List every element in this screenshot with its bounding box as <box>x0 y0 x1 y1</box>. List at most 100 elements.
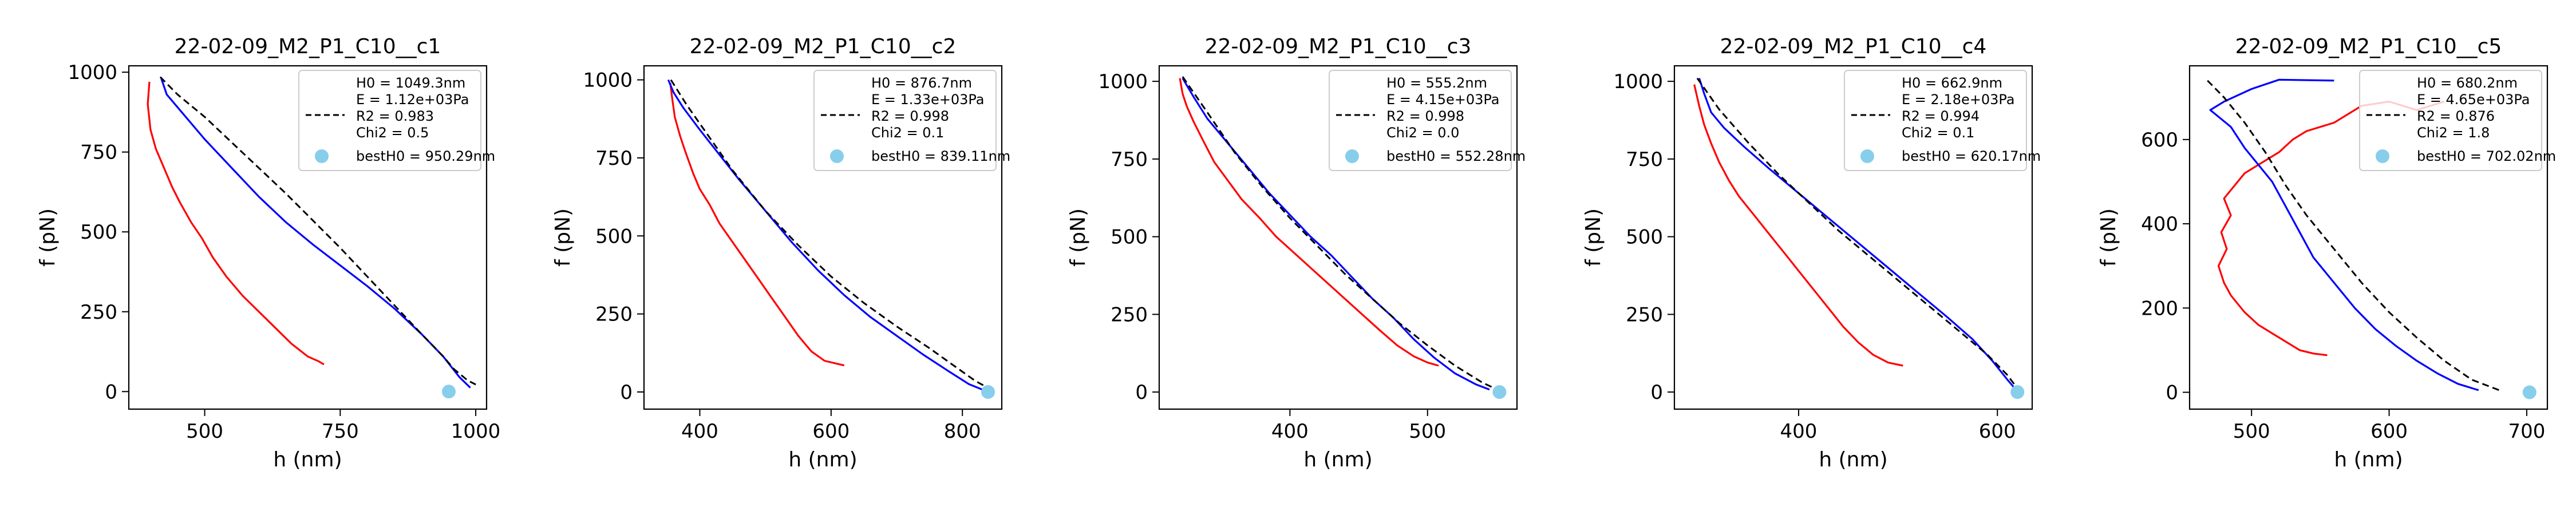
x-axis-label: h (nm) <box>273 448 342 472</box>
y-tick-label: 0 <box>2166 382 2178 405</box>
legend-entry-line: R2 = 0.876 <box>2417 108 2495 124</box>
chart-panel-1: 22-02-09_M2_P1_C10__c1 500 750 1000 0 250 500 7… <box>36 35 500 472</box>
chart-title: 22-02-09_M2_P1_C10__c3 <box>1205 35 1472 58</box>
x-tick-label: 500 <box>2233 420 2270 443</box>
legend-entry-line: Chi2 = 0.1 <box>1902 125 1974 141</box>
y-tick-label: 250 <box>1111 303 1148 326</box>
y-tick-label: 600 <box>2141 129 2178 152</box>
best-h0-marker <box>981 385 995 399</box>
axes-frame <box>1158 65 1518 410</box>
x-tick-label: 400 <box>681 420 718 443</box>
legend-entry-line: R2 = 0.994 <box>1902 108 1980 124</box>
approach-curve <box>160 78 471 389</box>
legend-box <box>1844 70 2027 171</box>
retract-curve <box>1179 78 1439 367</box>
x-tick-label: 800 <box>944 420 981 443</box>
y-tick-label: 0 <box>620 381 633 404</box>
y-tick-label: 250 <box>1626 303 1663 326</box>
retract-curve <box>2217 101 2445 356</box>
y-tick-label: 750 <box>1111 148 1148 171</box>
chart-title: 22-02-09_M2_P1_C10__c5 <box>2235 35 2502 58</box>
y-tick-label: 0 <box>105 381 117 403</box>
x-axis-label: h (nm) <box>788 448 857 472</box>
fit-curve <box>1182 76 1500 391</box>
y-axis-label: f (pN) <box>2097 208 2120 267</box>
legend-marker-swatch <box>830 149 844 163</box>
axes-frame <box>1673 65 2033 410</box>
approach-curve <box>667 79 983 391</box>
x-tick-label: 600 <box>812 420 850 443</box>
legend-box <box>1329 70 1512 171</box>
legend-box <box>2359 70 2542 171</box>
x-tick-label: 700 <box>2508 420 2545 443</box>
x-axis-label: h (nm) <box>1303 448 1372 472</box>
y-tick-label: 200 <box>2141 297 2178 320</box>
y-tick-label: 750 <box>80 141 117 164</box>
chart-title: 22-02-09_M2_P1_C10__c1 <box>175 35 441 58</box>
legend-entry-line: H0 = 680.2nm <box>2417 75 2518 91</box>
y-tick-label: 250 <box>80 301 117 324</box>
x-tick-label: 400 <box>1271 420 1309 443</box>
y-tick-label: 1000 <box>1613 70 1663 93</box>
y-axis-label: f (pN) <box>1582 208 1605 267</box>
legend-box <box>813 70 997 171</box>
y-tick-label: 750 <box>595 147 633 170</box>
legend-entry-line: H0 = 1049.3nm <box>356 75 465 91</box>
retract-curve <box>147 81 325 366</box>
y-tick-label: 0 <box>1650 381 1663 404</box>
y-tick-label: 1000 <box>583 69 633 92</box>
legend-entry-line: R2 = 0.998 <box>871 108 949 124</box>
retract-curve <box>1693 84 1903 367</box>
y-tick-label: 750 <box>1626 148 1663 171</box>
x-tick-label: 600 <box>2370 420 2408 443</box>
legend-box <box>298 70 481 171</box>
fit-curve <box>2207 80 2500 391</box>
legend-entry-line: E = 1.33e+03Pa <box>871 92 984 108</box>
y-axis-label: f (pN) <box>36 208 60 267</box>
axes-frame <box>643 65 1003 410</box>
chart-panel-3: 22-02-09_M2_P1_C10__c3 400 500 0 250 500 750 10… <box>1066 35 1526 472</box>
y-tick-label: 0 <box>1135 381 1148 404</box>
x-tick-label: 500 <box>186 420 223 443</box>
legend-entry-line: Chi2 = 0.0 <box>1386 125 1459 141</box>
y-tick-label: 500 <box>595 225 633 248</box>
retract-curve <box>669 82 845 367</box>
x-tick-label: 500 <box>1409 420 1446 443</box>
x-axis-label: h (nm) <box>2334 448 2403 472</box>
best-h0-marker <box>1492 385 1507 399</box>
y-tick-label: 1000 <box>1098 70 1148 93</box>
legend-marker-swatch <box>315 149 329 163</box>
y-axis-label: f (pN) <box>551 208 575 267</box>
approach-curve <box>1182 77 1490 391</box>
legend-entry-line: R2 = 0.998 <box>1386 108 1464 124</box>
chart-panel-5: 22-02-09_M2_P1_C10__c5 500 600 700 0 200 400 60… <box>2097 35 2556 472</box>
x-tick-label: 600 <box>1979 420 2016 443</box>
x-tick-label: 1000 <box>451 420 501 443</box>
legend-entry-line: E = 2.18e+03Pa <box>1902 92 2014 108</box>
legend-marker-swatch <box>1345 149 1359 163</box>
y-tick-label: 250 <box>595 303 633 326</box>
y-tick-label: 500 <box>1111 226 1148 249</box>
y-axis-label: f (pN) <box>1066 208 1090 267</box>
legend-entry-line: Chi2 = 0.5 <box>356 125 429 141</box>
chart-panel-4: 22-02-09_M2_P1_C10__c4 400 600 0 250 500 750 10… <box>1582 35 2041 472</box>
legend-entry-line: R2 = 0.983 <box>356 108 434 124</box>
chart-title: 22-02-09_M2_P1_C10__c2 <box>690 35 957 58</box>
legend-marker-label: bestH0 = 839.11nm <box>871 148 1010 164</box>
axes-frame <box>2188 65 2549 410</box>
legend-entry-line: E = 4.65e+03Pa <box>2417 92 2530 108</box>
y-tick-label: 1000 <box>68 61 117 84</box>
legend-entry-line: H0 = 662.9nm <box>1902 75 2002 91</box>
legend-entry-line: H0 = 876.7nm <box>871 75 972 91</box>
best-h0-marker <box>2522 385 2537 399</box>
legend-marker-swatch <box>1860 149 1874 163</box>
fit-curve <box>670 79 989 389</box>
legend-entry-line: E = 1.12e+03Pa <box>356 92 469 108</box>
y-tick-label: 500 <box>1626 226 1663 249</box>
legend-marker-label: bestH0 = 620.17nm <box>1902 148 2041 164</box>
